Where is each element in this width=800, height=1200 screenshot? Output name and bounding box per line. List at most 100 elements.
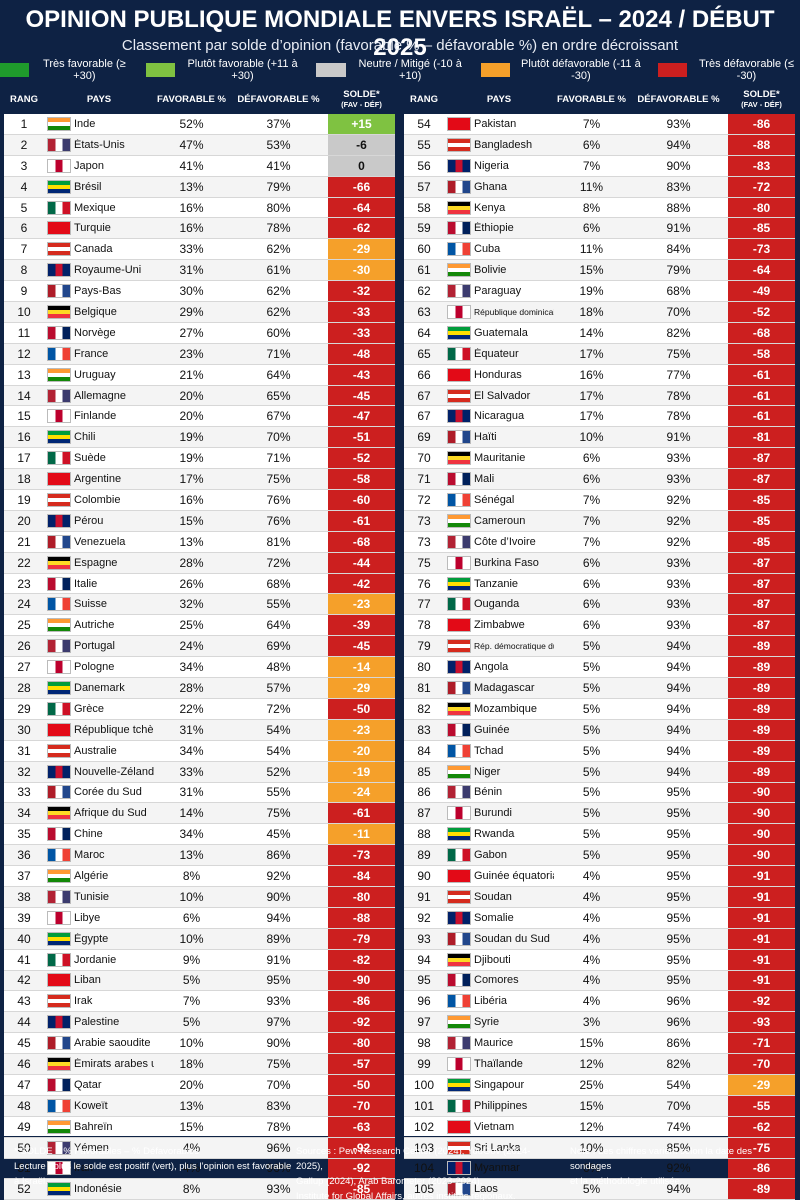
country-cell: Liban <box>74 974 101 987</box>
country-cell: Ghana <box>474 180 508 193</box>
flag-cell <box>444 931 474 946</box>
favorable-cell: 6% <box>582 221 601 236</box>
flag-cell <box>44 1161 74 1176</box>
table-row: 25 Autriche 25% 64% -39 <box>4 615 395 637</box>
unfavorable-cell: 78% <box>666 388 691 403</box>
rank-cell: 99 <box>417 1057 431 1072</box>
unfavorable-cell: 53% <box>266 137 291 152</box>
favorable-cell: 17% <box>179 472 204 487</box>
solde-cell: -89 <box>728 740 795 761</box>
rank-cell: 16 <box>17 430 31 445</box>
rank-cell: 67 <box>417 388 431 403</box>
flag-icon <box>47 848 71 863</box>
table-row: 50 Yémen 4% 96% -92 <box>4 1137 395 1159</box>
solde-cell: -87 <box>728 448 795 469</box>
unfavorable-cell: 78% <box>666 409 691 424</box>
solde-cell: -63 <box>328 1116 395 1137</box>
solde-cell: -82 <box>328 949 395 970</box>
country-cell: Tanzanie <box>474 577 519 590</box>
unfavorable-cell: 94% <box>666 764 691 779</box>
solde-cell: -50 <box>328 1074 395 1095</box>
table-row: 96 Libéria 4% 96% -92 <box>404 991 795 1013</box>
solde-cell: -58 <box>328 469 395 490</box>
rank-cell: 58 <box>417 200 431 215</box>
country-cell: Espagne <box>74 556 118 569</box>
table-row: 67 El Salvador 17% 78% -61 <box>404 385 795 407</box>
flag-cell <box>444 785 474 800</box>
unfavorable-cell: 61% <box>266 263 291 278</box>
unfavorable-cell: 68% <box>666 284 691 299</box>
rank-cell: 63 <box>417 304 431 319</box>
table-row: 12 France 23% 71% -48 <box>4 343 395 365</box>
legend-label: Plutôt défavorable (-11 à -30) <box>521 58 641 82</box>
flag-icon <box>47 931 71 946</box>
flag-icon <box>447 576 471 591</box>
solde-cell: -92 <box>328 1137 395 1158</box>
favorable-cell: 4% <box>582 910 601 925</box>
flag-icon <box>447 785 471 800</box>
solde-cell: -85 <box>728 218 795 239</box>
solde-cell: -89 <box>728 657 795 678</box>
country-cell: Mali <box>474 473 495 486</box>
unfavorable-cell: 93% <box>266 994 291 1009</box>
favorable-cell: 10% <box>179 931 204 946</box>
col-def-header: DÉFAVORABLE % <box>237 93 320 105</box>
rank-cell: 21 <box>17 534 31 549</box>
rows-right: 54 Pakistan 7% 93% -86 55 Bangladesh 6% 94% -88 56… <box>404 114 795 1200</box>
flag-cell <box>44 513 74 528</box>
table-row: 6 Turquie 16% 78% -62 <box>4 218 395 240</box>
flag-cell <box>444 492 474 507</box>
flag-cell <box>44 1077 74 1092</box>
flag-icon <box>47 827 71 842</box>
country-cell: Argentine <box>74 473 122 486</box>
solde-cell: -61 <box>328 803 395 824</box>
unfavorable-cell: 92% <box>266 869 291 883</box>
table-row: 60 Cuba 11% 84% -73 <box>404 239 795 261</box>
rank-cell: 80 <box>417 660 431 675</box>
rank-cell: 5 <box>20 200 28 215</box>
table-header: RANG PAYS FAVORABLE % DÉFAVORABLE % SOLD… <box>404 86 795 114</box>
favorable-cell: 19% <box>179 430 204 445</box>
unfavorable-cell: 82% <box>666 1057 691 1072</box>
unfavorable-cell: 52% <box>266 764 291 779</box>
unfavorable-cell: 70% <box>666 304 691 319</box>
solde-cell: -45 <box>328 385 395 406</box>
country-cell: Bénin <box>474 786 503 799</box>
solde-cell: -29 <box>328 239 395 260</box>
unfavorable-cell: 96% <box>666 1015 691 1030</box>
flag-icon <box>447 221 471 236</box>
table-row: 28 Danemark 28% 57% -29 <box>4 678 395 699</box>
legend: Très favorable (≥ +30) Plutôt favorable (… <box>0 58 800 82</box>
solde-cell: -24 <box>328 782 395 803</box>
flag-cell <box>44 388 74 403</box>
sources-line: Institute for Global Affairs, autres ins… <box>296 1191 516 1200</box>
table-row: 61 Bolivie 15% 79% -64 <box>404 260 795 282</box>
country-cell: République dominicaine <box>474 306 554 317</box>
favorable-cell: 52% <box>179 116 204 131</box>
country-cell: Tunisie <box>74 890 110 903</box>
table-row: 56 Nigeria 7% 90% -83 <box>404 155 795 177</box>
rank-cell: 73 <box>417 513 431 528</box>
table-row: 45 Arabie saoudite 10% 90% -80 <box>4 1033 395 1055</box>
unfavorable-cell: 95% <box>666 827 691 842</box>
flag-icon <box>447 325 471 340</box>
solde-cell: -71 <box>728 1033 795 1054</box>
favorable-cell: 4% <box>582 889 601 904</box>
country-cell: Portugal <box>74 640 115 653</box>
flag-cell <box>44 325 74 340</box>
table-row: 48 Koweït 13% 83% -70 <box>4 1095 395 1117</box>
rank-cell: 96 <box>417 994 431 1009</box>
unfavorable-cell: 71% <box>266 346 291 361</box>
favorable-cell: 5% <box>582 1182 601 1197</box>
unfavorable-cell: 62% <box>266 304 291 319</box>
flag-icon <box>447 116 471 131</box>
favorable-cell: 5% <box>582 806 601 821</box>
flag-cell <box>44 785 74 800</box>
flag-icon <box>447 869 471 883</box>
country-cell: Pérou <box>74 514 104 527</box>
unfavorable-cell: 95% <box>666 910 691 925</box>
unfavorable-cell: 75% <box>266 472 291 487</box>
flag-cell <box>44 1119 74 1134</box>
solde-cell: -91 <box>728 907 795 928</box>
favorable-cell: 11% <box>579 242 604 257</box>
